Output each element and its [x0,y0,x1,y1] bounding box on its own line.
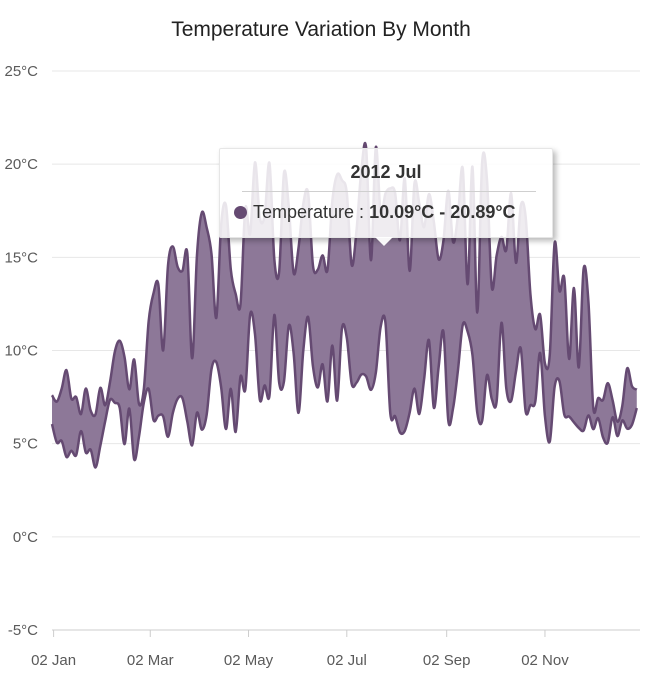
y-tick-label: 0°C [13,529,38,546]
x-tick-label: 02 Nov [521,652,569,669]
tooltip-series-label: Temperature : [253,202,370,222]
chart-title: Temperature Variation By Month [171,18,471,41]
axes [52,629,640,637]
y-axis-labels: 25°C 20°C 15°C 10°C 5°C 0°C -5°C [4,63,38,639]
x-tick-label: 02 Sep [423,652,471,669]
tooltip-value: 10.09°C - 20.89°C [369,202,516,222]
x-tick-label: 02 Jul [327,652,367,669]
y-tick-label: 25°C [4,63,38,80]
x-tick-label: 02 Jan [31,652,76,669]
y-tick-label: 15°C [4,249,38,266]
tooltip-separator [242,191,536,192]
tooltip-header: 2012 Jul [350,162,422,182]
tooltip-pointer [375,237,393,246]
x-axis-labels: 02 Jan 02 Mar 02 May 02 Jul 02 Sep 02 Nov [31,652,569,669]
tooltip: 2012 Jul Temperature : 10.09°C - 20.89°C [219,148,553,246]
y-tick-label: -5°C [8,622,38,639]
x-tick-label: 02 Mar [127,652,174,669]
y-tick-label: 5°C [13,436,38,453]
x-tick-label: 02 May [224,652,274,669]
series-temperature [50,141,638,469]
series-marker-icon [234,206,247,219]
tooltip-row: Temperature : 10.09°C - 20.89°C [220,202,552,223]
low-temperature-line [50,310,638,469]
y-tick-label: 20°C [4,156,38,173]
high-temperature-line [50,141,638,423]
y-tick-label: 10°C [4,343,38,360]
